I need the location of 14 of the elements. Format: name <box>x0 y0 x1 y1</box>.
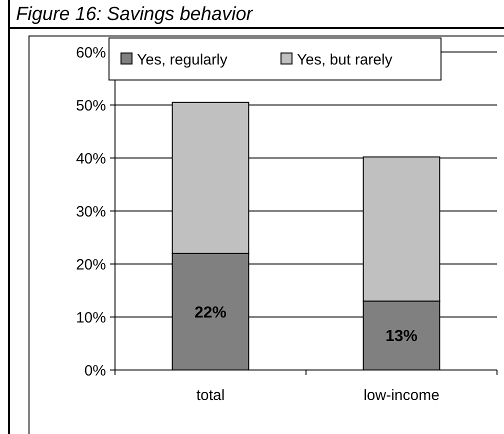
y-tick-label: 60% <box>76 44 106 62</box>
y-tick-label: 20% <box>76 256 106 274</box>
y-tick-label: 30% <box>76 203 106 220</box>
x-tick-label: total <box>196 387 225 404</box>
y-tick-label: 10% <box>76 309 106 326</box>
legend-label: Yes, regularly <box>137 51 228 68</box>
legend-label: Yes, but rarely <box>297 51 393 68</box>
y-tick-label: 50% <box>76 97 106 114</box>
chart-title: Figure 16: Savings behavior <box>16 4 254 25</box>
y-tick-label: 0% <box>84 362 106 380</box>
data-label: 13% <box>385 328 418 346</box>
x-tick-label: low-income <box>364 387 440 404</box>
y-tick-label: 40% <box>76 150 106 168</box>
data-label: 22% <box>194 304 227 322</box>
